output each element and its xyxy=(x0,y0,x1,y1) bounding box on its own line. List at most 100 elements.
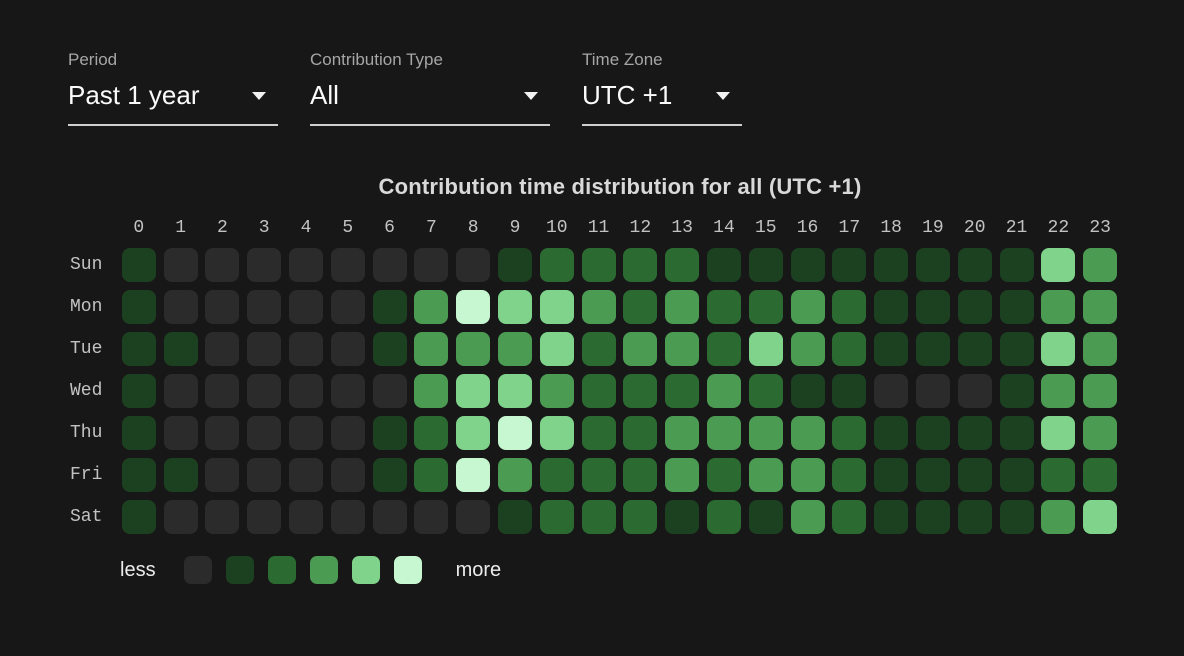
heatmap-cell[interactable] xyxy=(790,290,825,324)
heatmap-cell[interactable] xyxy=(247,458,282,492)
heatmap-cell[interactable] xyxy=(414,248,449,282)
heatmap-cell[interactable] xyxy=(999,458,1034,492)
heatmap-cell[interactable] xyxy=(497,416,532,450)
heatmap-cell[interactable] xyxy=(539,248,574,282)
heatmap-cell[interactable] xyxy=(163,248,198,282)
heatmap-cell[interactable] xyxy=(372,332,407,366)
heatmap-cell[interactable] xyxy=(414,500,449,534)
filter-dropdown-time-zone[interactable]: Time Zone UTC +1 xyxy=(582,50,742,126)
heatmap-cell[interactable] xyxy=(414,332,449,366)
heatmap-cell[interactable] xyxy=(790,458,825,492)
heatmap-cell[interactable] xyxy=(665,500,700,534)
heatmap-cell[interactable] xyxy=(832,248,867,282)
heatmap-cell[interactable] xyxy=(121,500,156,534)
heatmap-cell[interactable] xyxy=(665,374,700,408)
heatmap-cell[interactable] xyxy=(247,416,282,450)
heatmap-cell[interactable] xyxy=(497,374,532,408)
heatmap-cell[interactable] xyxy=(288,332,323,366)
heatmap-cell[interactable] xyxy=(874,500,909,534)
heatmap-cell[interactable] xyxy=(205,332,240,366)
heatmap-cell[interactable] xyxy=(1083,332,1118,366)
heatmap-cell[interactable] xyxy=(163,458,198,492)
heatmap-cell[interactable] xyxy=(790,332,825,366)
heatmap-cell[interactable] xyxy=(581,290,616,324)
heatmap-cell[interactable] xyxy=(288,500,323,534)
heatmap-cell[interactable] xyxy=(1041,458,1076,492)
heatmap-cell[interactable] xyxy=(205,374,240,408)
heatmap-cell[interactable] xyxy=(330,248,365,282)
heatmap-cell[interactable] xyxy=(665,416,700,450)
heatmap-cell[interactable] xyxy=(874,290,909,324)
heatmap-cell[interactable] xyxy=(163,500,198,534)
heatmap-cell[interactable] xyxy=(581,416,616,450)
heatmap-cell[interactable] xyxy=(1041,332,1076,366)
heatmap-cell[interactable] xyxy=(832,458,867,492)
heatmap-cell[interactable] xyxy=(623,458,658,492)
heatmap-cell[interactable] xyxy=(748,374,783,408)
heatmap-cell[interactable] xyxy=(623,374,658,408)
heatmap-cell[interactable] xyxy=(874,248,909,282)
heatmap-cell[interactable] xyxy=(790,416,825,450)
heatmap-cell[interactable] xyxy=(247,248,282,282)
heatmap-cell[interactable] xyxy=(874,458,909,492)
heatmap-cell[interactable] xyxy=(581,500,616,534)
heatmap-cell[interactable] xyxy=(330,500,365,534)
heatmap-cell[interactable] xyxy=(497,290,532,324)
heatmap-cell[interactable] xyxy=(163,290,198,324)
heatmap-cell[interactable] xyxy=(706,500,741,534)
heatmap-cell[interactable] xyxy=(623,416,658,450)
heatmap-cell[interactable] xyxy=(665,458,700,492)
heatmap-cell[interactable] xyxy=(999,416,1034,450)
heatmap-cell[interactable] xyxy=(999,500,1034,534)
heatmap-cell[interactable] xyxy=(748,332,783,366)
heatmap-cell[interactable] xyxy=(205,416,240,450)
heatmap-cell[interactable] xyxy=(163,332,198,366)
heatmap-cell[interactable] xyxy=(915,458,950,492)
heatmap-cell[interactable] xyxy=(706,374,741,408)
heatmap-cell[interactable] xyxy=(623,332,658,366)
heatmap-cell[interactable] xyxy=(456,374,491,408)
heatmap-cell[interactable] xyxy=(748,416,783,450)
heatmap-cell[interactable] xyxy=(288,458,323,492)
heatmap-cell[interactable] xyxy=(539,374,574,408)
heatmap-cell[interactable] xyxy=(497,332,532,366)
heatmap-cell[interactable] xyxy=(706,248,741,282)
heatmap-cell[interactable] xyxy=(832,290,867,324)
heatmap-cell[interactable] xyxy=(706,290,741,324)
heatmap-cell[interactable] xyxy=(414,416,449,450)
heatmap-cell[interactable] xyxy=(874,332,909,366)
heatmap-cell[interactable] xyxy=(456,500,491,534)
heatmap-cell[interactable] xyxy=(1041,290,1076,324)
heatmap-cell[interactable] xyxy=(456,416,491,450)
heatmap-cell[interactable] xyxy=(330,416,365,450)
heatmap-cell[interactable] xyxy=(414,374,449,408)
heatmap-cell[interactable] xyxy=(205,500,240,534)
heatmap-cell[interactable] xyxy=(915,500,950,534)
heatmap-cell[interactable] xyxy=(915,374,950,408)
heatmap-cell[interactable] xyxy=(539,290,574,324)
heatmap-cell[interactable] xyxy=(456,458,491,492)
heatmap-cell[interactable] xyxy=(957,290,992,324)
heatmap-cell[interactable] xyxy=(330,290,365,324)
heatmap-cell[interactable] xyxy=(748,458,783,492)
heatmap-cell[interactable] xyxy=(539,332,574,366)
heatmap-cell[interactable] xyxy=(121,374,156,408)
heatmap-cell[interactable] xyxy=(581,332,616,366)
heatmap-cell[interactable] xyxy=(832,500,867,534)
heatmap-cell[interactable] xyxy=(1041,248,1076,282)
heatmap-cell[interactable] xyxy=(288,248,323,282)
heatmap-cell[interactable] xyxy=(957,458,992,492)
heatmap-cell[interactable] xyxy=(205,248,240,282)
heatmap-cell[interactable] xyxy=(497,248,532,282)
heatmap-cell[interactable] xyxy=(539,458,574,492)
heatmap-cell[interactable] xyxy=(957,248,992,282)
heatmap-cell[interactable] xyxy=(999,248,1034,282)
heatmap-cell[interactable] xyxy=(581,458,616,492)
heatmap-cell[interactable] xyxy=(247,332,282,366)
heatmap-cell[interactable] xyxy=(999,290,1034,324)
heatmap-cell[interactable] xyxy=(832,374,867,408)
heatmap-cell[interactable] xyxy=(915,416,950,450)
heatmap-cell[interactable] xyxy=(121,290,156,324)
heatmap-cell[interactable] xyxy=(790,500,825,534)
heatmap-cell[interactable] xyxy=(372,416,407,450)
